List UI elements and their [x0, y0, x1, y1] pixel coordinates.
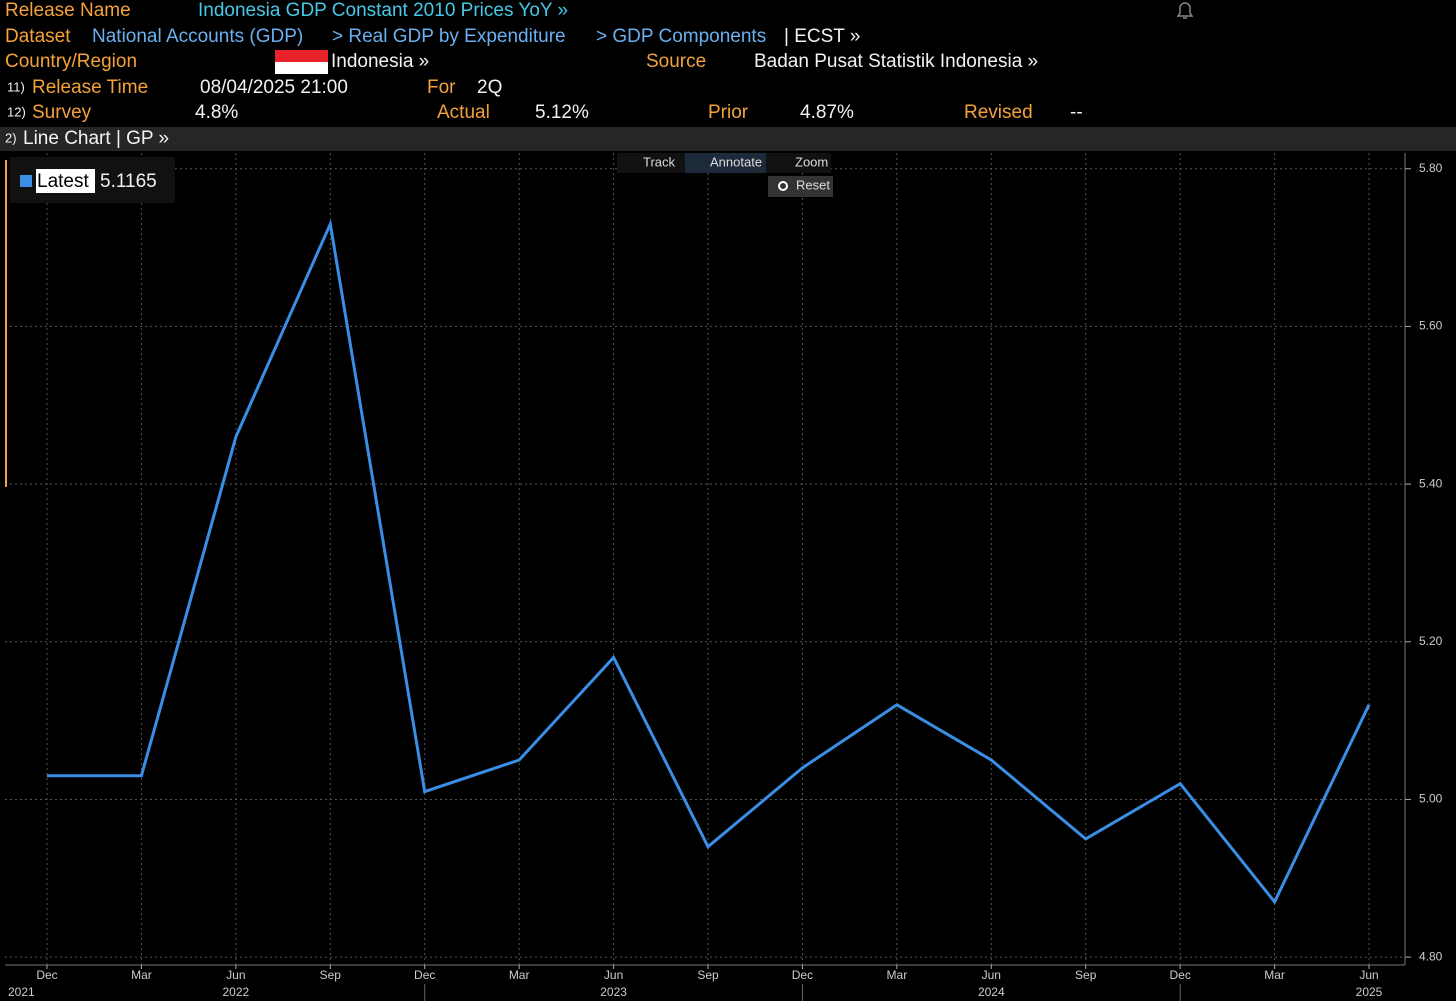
x-year-label: 2023 [600, 985, 627, 999]
chart-bar [0, 127, 1456, 151]
label: Country/Region [5, 51, 137, 72]
x-tick-label: Sep [320, 968, 342, 982]
toolbar-active [685, 153, 766, 173]
x-tick-label: Mar [131, 968, 152, 982]
legend-highlight [36, 169, 95, 193]
x-tick-label: Mar [509, 968, 530, 982]
x-tick-label: Jun [604, 968, 623, 982]
label: Revised [964, 102, 1033, 123]
x-year-label: 2022 [223, 985, 250, 999]
y-tick-label: 5.20 [1419, 634, 1443, 648]
x-tick-label: Mar [1264, 968, 1285, 982]
menu-number: 2) [5, 130, 17, 145]
ticker[interactable]: | ECST » [784, 26, 860, 47]
x-year-label: 2024 [978, 985, 1005, 999]
x-tick-label: Jun [982, 968, 1001, 982]
label: Source [646, 51, 706, 72]
menu-number: 12) [7, 104, 26, 119]
x-tick-label: Sep [697, 968, 719, 982]
x-year-label: 2025 [1356, 985, 1383, 999]
x-tick-label: Dec [36, 968, 57, 982]
x-tick-label: Mar [887, 968, 908, 982]
x-tick-label: Dec [414, 968, 435, 982]
y-tick-label: 5.80 [1419, 161, 1443, 175]
y-tick-label: 5.40 [1419, 476, 1443, 490]
value: -- [1070, 102, 1083, 123]
source[interactable]: Badan Pusat Statistik Indonesia » [754, 51, 1038, 72]
toolbar-button[interactable]: Annotate [710, 154, 762, 169]
y-tick-label: 4.80 [1419, 949, 1443, 963]
legend-value: 5.1165 [100, 171, 157, 192]
label: Prior [708, 102, 749, 123]
label[interactable]: Release Time [32, 77, 148, 98]
label: Release Name [5, 0, 131, 21]
label: Actual [437, 102, 490, 123]
value: 08/04/2025 21:00 [200, 77, 348, 98]
legend-swatch [20, 175, 32, 187]
label: Dataset [5, 26, 71, 47]
label: For [427, 77, 456, 98]
x-year-label: 2021 [8, 985, 35, 999]
toolbar-button[interactable]: Reset [796, 177, 830, 192]
x-tick-label: Dec [1169, 968, 1190, 982]
value: 4.8% [195, 102, 238, 123]
x-tick-label: Dec [792, 968, 813, 982]
y-tick-label: 5.00 [1419, 792, 1443, 806]
flag [275, 62, 328, 74]
dataset-link[interactable]: > GDP Components [596, 26, 766, 47]
x-tick-label: Jun [226, 968, 245, 982]
value: 5.12% [535, 102, 589, 123]
menu-number: 11) [7, 79, 25, 94]
reset-icon [778, 181, 788, 191]
release-name[interactable]: Indonesia GDP Constant 2010 Prices YoY » [198, 0, 568, 21]
dataset-link[interactable]: > Real GDP by Expenditure [332, 26, 566, 47]
bell-icon[interactable] [1176, 2, 1194, 19]
left-marker [5, 160, 7, 487]
toolbar-button[interactable]: Track [643, 154, 676, 169]
x-tick-label: Jun [1359, 968, 1378, 982]
dataset-link[interactable]: National Accounts (GDP) [92, 26, 303, 47]
value: 4.87% [800, 102, 854, 123]
value: 2Q [477, 77, 502, 98]
legend-name: Latest [37, 171, 89, 192]
toolbar-button[interactable]: Zoom [795, 154, 828, 169]
flag [275, 50, 328, 62]
y-tick-label: 5.60 [1419, 319, 1443, 333]
label[interactable]: Survey [32, 102, 92, 123]
data-line [47, 218, 1371, 905]
x-tick-label: Sep [1075, 968, 1097, 982]
chart-bar-title[interactable]: Line Chart | GP » [23, 128, 169, 149]
country[interactable]: Indonesia » [331, 51, 429, 72]
